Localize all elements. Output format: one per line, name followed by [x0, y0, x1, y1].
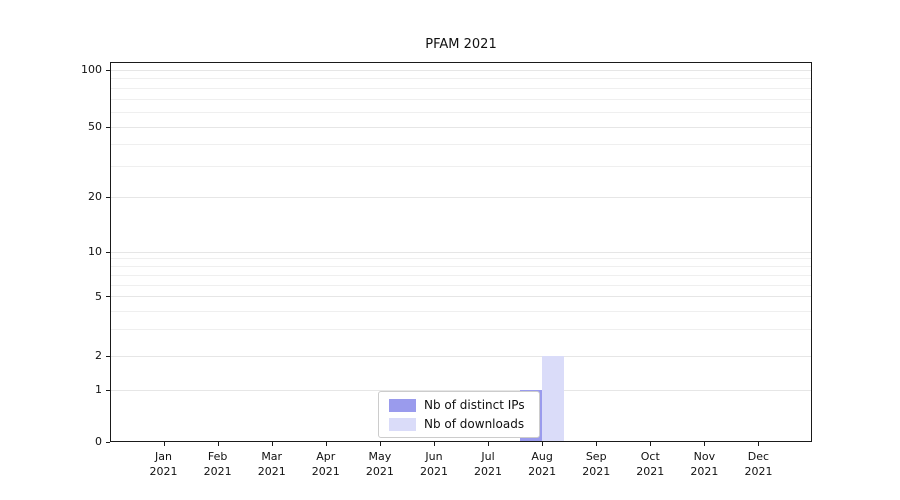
x-tick-mark	[271, 442, 273, 446]
x-tick-mark	[488, 442, 490, 446]
gridline-minor	[110, 311, 812, 312]
x-tick-year: 2021	[257, 465, 286, 478]
x-tick-month: Apr	[316, 450, 336, 463]
plot-area	[110, 62, 812, 442]
gridline-minor	[110, 329, 812, 330]
gridline-minor	[110, 99, 812, 100]
x-tick-mark	[596, 442, 598, 446]
legend-label: Nb of downloads	[424, 417, 525, 431]
gridline-minor	[110, 166, 812, 167]
y-tick-label: 0	[95, 435, 102, 448]
x-tick-label: Nov 2021	[675, 449, 733, 479]
x-tick-mark	[704, 442, 706, 446]
x-tick-label: Jan 2021	[135, 449, 193, 479]
x-tick-month: Mar	[261, 450, 283, 463]
x-tick-label: Dec 2021	[729, 449, 787, 479]
x-tick-label: Jul 2021	[459, 449, 517, 479]
y-tick-label: 20	[88, 190, 102, 203]
x-tick-label: Mar 2021	[243, 449, 301, 479]
gridline-minor	[110, 266, 812, 267]
gridline-major	[110, 356, 812, 357]
gridline-major	[110, 296, 812, 297]
gridline-minor	[110, 88, 812, 89]
y-tick-label: 1	[95, 383, 102, 397]
x-tick-label: Aug 2021	[513, 449, 571, 479]
y-tick-mark	[106, 70, 110, 71]
x-tick-year: 2021	[311, 465, 340, 478]
y-tick-mark	[106, 296, 110, 297]
x-tick-month: Nov	[693, 450, 716, 463]
x-tick-year: 2021	[474, 465, 503, 478]
y-tick-mark	[106, 442, 110, 443]
legend: Nb of distinct IPs Nb of downloads	[378, 391, 540, 438]
gridline-major	[110, 127, 812, 128]
x-tick-mark	[379, 442, 381, 446]
x-tick-mark	[217, 442, 219, 446]
x-tick-month: Sep	[585, 450, 607, 463]
legend-swatch	[389, 398, 416, 412]
x-tick-year: 2021	[528, 465, 557, 478]
x-tick-month: Jun	[425, 450, 443, 463]
gridline-major	[110, 70, 812, 71]
y-tick-label: 2	[95, 349, 102, 362]
gridline-minor	[110, 112, 812, 113]
x-tick-month: Dec	[747, 450, 770, 463]
y-tick-mark	[106, 252, 110, 253]
x-tick-year: 2021	[690, 465, 719, 478]
legend-item: Nb of downloads	[389, 417, 529, 431]
gridline-minor	[110, 144, 812, 145]
y-tick-label: 5	[95, 289, 102, 303]
gridline-minor	[110, 285, 812, 286]
x-tick-month: Aug	[531, 450, 553, 463]
x-tick-month: Jul	[481, 450, 495, 463]
y-tick-label: 50	[88, 120, 102, 134]
y-tick-label: 10	[88, 245, 102, 258]
x-tick-month: May	[368, 450, 392, 463]
x-tick-mark	[325, 442, 327, 446]
x-tick-year: 2021	[365, 465, 394, 478]
x-tick-year: 2021	[419, 465, 448, 478]
x-tick-month: Oct	[640, 450, 660, 463]
gridline-minor	[110, 275, 812, 276]
x-tick-mark	[542, 442, 544, 446]
x-tick-label: Oct 2021	[621, 449, 679, 479]
x-tick-mark	[433, 442, 435, 446]
x-tick-year: 2021	[149, 465, 178, 478]
x-tick-mark	[650, 442, 652, 446]
gridline-minor	[110, 78, 812, 79]
chart-title: PFAM 2021	[425, 37, 497, 52]
x-tick-label: Apr 2021	[297, 449, 355, 479]
gridline-major	[110, 252, 812, 253]
y-tick-mark	[106, 127, 110, 128]
x-tick-month: Jan	[155, 450, 173, 463]
legend-label: Nb of distinct IPs	[424, 398, 525, 412]
bar-nb-of-downloads-aug	[542, 356, 564, 442]
legend-swatch	[389, 417, 416, 431]
gridline-major	[110, 390, 812, 391]
y-tick-label: 100	[81, 63, 102, 77]
x-tick-label: Jun 2021	[405, 449, 463, 479]
x-tick-year: 2021	[203, 465, 232, 478]
x-tick-mark	[758, 442, 760, 446]
x-tick-mark	[163, 442, 165, 446]
legend-item: Nb of distinct IPs	[389, 398, 529, 412]
x-tick-year: 2021	[636, 465, 665, 478]
x-tick-year: 2021	[582, 465, 611, 478]
y-tick-mark	[106, 356, 110, 357]
x-tick-label: Sep 2021	[567, 449, 625, 479]
gridline-major	[110, 197, 812, 198]
x-tick-month: Feb	[207, 450, 228, 463]
y-tick-mark	[106, 390, 110, 391]
x-tick-label: May 2021	[351, 449, 409, 479]
y-tick-mark	[106, 197, 110, 198]
x-tick-label: Feb 2021	[189, 449, 247, 479]
x-tick-year: 2021	[744, 465, 773, 478]
gridline-minor	[110, 258, 812, 259]
